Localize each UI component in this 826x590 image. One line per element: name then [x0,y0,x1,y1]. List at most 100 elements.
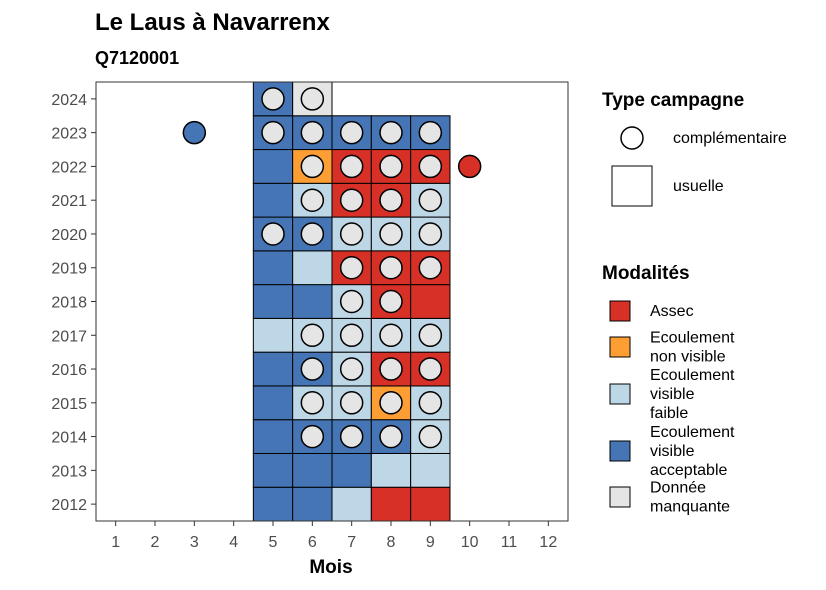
point-2021-9 [418,188,443,212]
complementaire-points [182,87,482,449]
legend-modalites-title: Modalités [602,263,690,284]
cell-2013-5 [252,452,294,488]
y-tick-label: 2023 [51,126,87,143]
cell-2015-5 [252,385,294,421]
legend-key-complementaire [620,126,644,150]
legend-type-label: usuelle [673,178,724,195]
x-tick-label: 7 [347,534,356,551]
x-tick-label: 5 [269,534,278,551]
point-2015-9 [418,391,443,415]
point-2020-8 [379,222,403,246]
point-2016-6 [300,357,325,381]
point-2016-7 [339,357,364,381]
point-2017-6 [300,323,325,348]
legend-modalite-label: faible [650,405,688,422]
point-2022-9 [418,154,443,179]
legend-modalite-label: Donnée [650,480,706,497]
point-2017-7 [339,323,364,348]
x-tick-label: 4 [229,534,238,551]
y-tick-label: 2020 [51,227,87,244]
point-2020-9 [418,222,443,246]
point-2015-8 [379,391,403,415]
y-axis: 2012 2013 2014 2015 2016 2017 2018 2019 2020 2021… [51,92,96,514]
x-tick-label: 6 [308,534,317,551]
cell-2018-6 [292,284,333,319]
x-tick-label: 2 [151,534,160,551]
legend-type-label: complémentaire [673,130,787,147]
legend-key-modalite [609,383,631,405]
point-2020-7 [339,222,364,246]
legend-modalite-label: Assec [650,303,694,320]
legend-modalite-label: acceptable [650,462,727,479]
cell-2019-5 [252,250,294,286]
point-2016-8 [379,357,403,381]
point-2023-7 [339,120,364,145]
point-2022-7 [339,154,364,179]
point-2022-6 [300,154,325,179]
legend-modalite-label: Ecoulement [650,424,735,441]
x-tick-label: 9 [426,534,435,551]
point-2014-7 [339,424,364,449]
cell-2013-7 [331,452,372,488]
y-tick-label: 2015 [51,396,87,413]
y-tick-label: 2012 [51,497,87,514]
point-2016-9 [418,357,443,381]
cell-2013-8 [370,452,412,488]
x-tick-label: 8 [387,534,396,551]
x-tick-label: 11 [501,534,518,551]
cell-2018-5 [252,284,294,319]
cell-2018-9 [410,284,451,319]
point-2017-8 [379,323,403,348]
cell-2021-5 [252,182,294,218]
point-2023-8 [379,120,403,145]
y-tick-label: 2013 [51,463,87,480]
point-2017-9 [418,323,443,348]
y-tick-label: 2022 [51,159,87,176]
x-tick-label: 1 [111,534,120,551]
y-tick-label: 2017 [51,328,87,345]
legend-key-modalite [609,336,631,358]
cell-2013-9 [410,452,451,488]
cell-2022-5 [252,149,294,184]
legend-type-title: Type campagne [602,90,744,111]
point-2020-5 [261,222,285,246]
point-2024-5 [261,87,285,111]
y-tick-label: 2019 [51,261,87,278]
legend-modalite-label: visible [650,386,695,403]
point-2018-8 [379,289,403,314]
point-2024-6 [300,87,325,111]
point-2020-6 [300,222,325,246]
point-2023-6 [300,120,325,145]
x-axis-title: Mois [309,557,352,578]
cell-2012-9 [410,486,451,522]
legend-key-modalite [609,440,631,462]
chart-subtitle: Q7120001 [95,48,179,68]
x-tick-label: 10 [461,534,479,551]
y-tick-label: 2024 [51,92,87,109]
point-2023-5 [261,120,285,145]
point-2021-6 [300,188,325,212]
legend-modalite-label: manquante [650,499,730,516]
legend-modalite-label: Ecoulement [650,330,735,347]
point-2015-6 [300,391,325,415]
cell-2016-5 [252,351,294,387]
legend-key-modalite [609,486,631,508]
legend-type-campagne: Type campagne complémentaire usuelle [602,90,787,207]
point-2019-8 [379,255,403,280]
point-2014-6 [300,424,325,449]
x-tick-label: 12 [539,534,557,551]
cell-2013-6 [292,452,333,488]
legend-modalite-label: visible [650,443,695,460]
x-axis: 1 2 3 4 5 6 7 8 9 10 11 12 [111,521,557,551]
cell-2012-8 [370,486,412,522]
y-tick-label: 2018 [51,295,87,312]
point-2021-8 [379,188,403,212]
legend-modalite-label: non visible [650,349,726,366]
legend-key-modalite [609,300,631,322]
point-2019-9 [418,255,443,280]
y-tick-label: 2014 [51,430,87,447]
cell-2012-5 [252,486,294,522]
legend-modalite-label: Ecoulement [650,367,735,384]
